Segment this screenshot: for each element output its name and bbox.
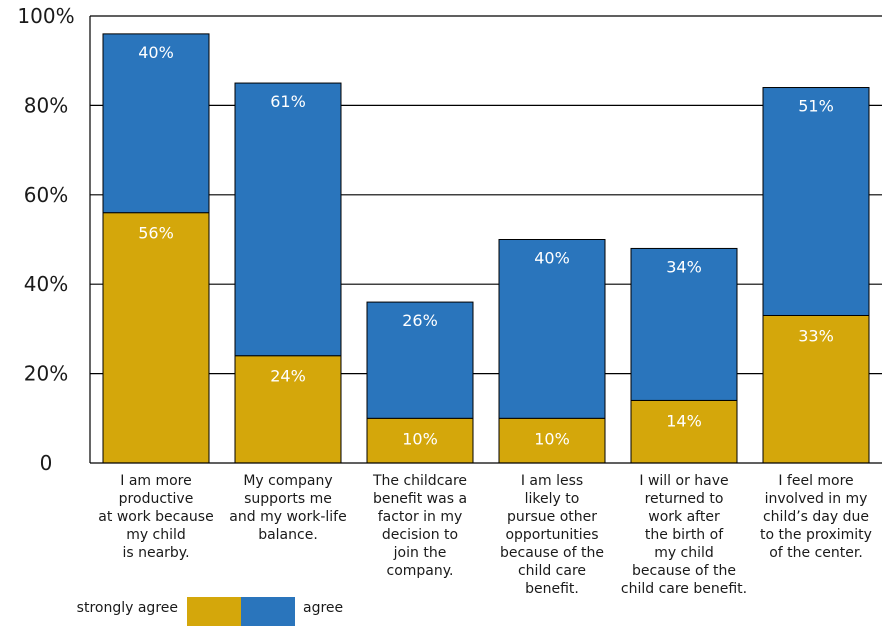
category-label-line: My company	[243, 473, 332, 489]
category-label-line: of the center.	[769, 545, 863, 561]
category-label-line: I am more	[120, 473, 192, 489]
legend: strongly agree agree	[77, 597, 343, 626]
data-label-strongly-agree: 56%	[138, 224, 174, 243]
category-label-line: join the	[393, 545, 447, 561]
y-tick-labels: 0 20% 40% 60% 80% 100%	[17, 4, 74, 475]
data-label-strongly-agree: 10%	[534, 429, 570, 448]
category-label-line: decision to	[382, 527, 458, 543]
category-label: I am less likely to pursue other opportunit…	[500, 473, 604, 597]
category-label-line: is nearby.	[122, 545, 189, 561]
data-label-agree: 51%	[798, 97, 834, 116]
data-label-strongly-agree: 10%	[402, 429, 438, 448]
category-label-line: my child	[654, 545, 714, 561]
data-label-agree: 34%	[666, 257, 702, 276]
data-label-strongly-agree: 14%	[666, 411, 702, 430]
bar-agree	[763, 88, 869, 316]
category-label-line: I am less	[521, 473, 583, 489]
category-label: I feel more involved in my child’s day due…	[760, 473, 872, 561]
category-label-line: pursue other	[507, 509, 597, 525]
data-label-strongly-agree: 33%	[798, 326, 834, 345]
category-label-line: likely to	[525, 491, 580, 507]
category-label-line: The childcare	[372, 473, 467, 489]
legend-swatch-strongly-agree	[187, 597, 241, 626]
bar-strongly-agree	[103, 213, 209, 463]
category-label-line: the birth of	[645, 527, 724, 543]
legend-label-strongly-agree: strongly agree	[77, 600, 178, 616]
data-label-agree: 40%	[138, 43, 174, 62]
y-tick-label: 80%	[24, 93, 68, 117]
category-label-line: productive	[119, 491, 194, 507]
category-label-line: I feel more	[778, 473, 853, 489]
category-label-line: work after	[648, 509, 720, 525]
category-labels: I am more productive at work because my chi…	[98, 473, 872, 597]
category-label-line: because of the	[500, 545, 604, 561]
category-label: The childcare benefit was a factor in my de…	[372, 473, 467, 579]
legend-swatch-agree	[241, 597, 295, 626]
category-label-line: child’s day due	[763, 509, 869, 525]
category-label-line: because of the	[632, 563, 736, 579]
category-label-line: supports me	[244, 491, 332, 507]
category-label-line: and my work-life	[229, 509, 346, 525]
bar-strongly-agree	[631, 400, 737, 463]
category-label-line: my child	[126, 527, 186, 543]
data-label-agree: 26%	[402, 311, 438, 330]
data-label-agree: 40%	[534, 249, 570, 268]
data-label-agree: 61%	[270, 92, 306, 111]
y-tick-label: 20%	[24, 362, 68, 386]
y-tick-label: 60%	[24, 183, 68, 207]
category-label: I am more productive at work because my chi…	[98, 473, 213, 561]
bar-agree	[235, 83, 341, 356]
category-label-line: factor in my	[378, 509, 463, 525]
category-label-line: I will or have	[639, 473, 728, 489]
category-label-line: child care	[518, 563, 586, 579]
data-label-strongly-agree: 24%	[270, 367, 306, 386]
category-label-line: benefit was a	[373, 491, 467, 507]
category-label-line: to the proximity	[760, 527, 872, 543]
category-label-line: balance.	[258, 527, 318, 543]
category-label-line: opportunities	[505, 527, 598, 543]
legend-label-agree: agree	[303, 600, 343, 616]
category-label-line: returned to	[645, 491, 724, 507]
category-label-line: at work because	[98, 509, 213, 525]
category-label: My company supports me and my work-life bal…	[229, 473, 346, 543]
category-label-line: involved in my	[765, 491, 868, 507]
category-label-line: company.	[387, 563, 454, 579]
y-tick-label: 100%	[17, 4, 74, 28]
category-label-line: child care benefit.	[621, 581, 747, 597]
category-label: I will or have returned to work after the b…	[621, 473, 747, 597]
y-tick-label: 0	[40, 451, 53, 475]
y-tick-label: 40%	[24, 272, 68, 296]
category-label-line: benefit.	[525, 581, 579, 597]
bars: 56% 40% 24% 61% 10% 26% 10% 40% 14% 34% 33% 51%	[103, 34, 869, 463]
